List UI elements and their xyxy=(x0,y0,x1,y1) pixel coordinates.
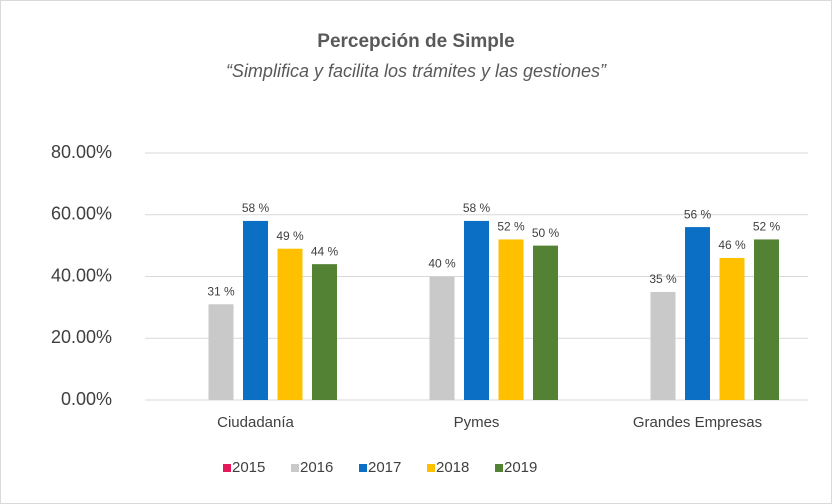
bar xyxy=(243,220,268,400)
legend-label: 2016 xyxy=(300,459,333,476)
data-label: 58 % xyxy=(242,201,270,215)
data-label: 35 % xyxy=(649,272,677,286)
data-label: 49 % xyxy=(276,229,304,243)
data-label: 52 % xyxy=(497,220,525,234)
data-label: 44 % xyxy=(311,244,339,258)
data-label: 46 % xyxy=(718,238,746,252)
legend-swatch xyxy=(495,464,503,472)
y-tick-label: 20.00% xyxy=(51,327,112,347)
bar xyxy=(464,220,489,400)
legend-swatch xyxy=(291,464,299,472)
bar xyxy=(429,276,455,400)
y-tick-label: 0.00% xyxy=(61,389,112,409)
legend-label: 2015 xyxy=(232,459,265,476)
y-tick-label: 60.00% xyxy=(51,204,112,224)
y-tick-label: 80.00% xyxy=(51,142,112,162)
bar xyxy=(650,291,676,400)
legend-swatch xyxy=(359,464,367,472)
bar xyxy=(208,304,234,400)
bar xyxy=(498,239,524,400)
bar xyxy=(277,248,303,400)
legend-swatch xyxy=(427,464,435,472)
x-tick-label: Ciudadanía xyxy=(217,414,294,431)
data-label: 31 % xyxy=(207,284,235,298)
legend-swatch xyxy=(223,464,231,472)
bar xyxy=(685,227,710,400)
data-label: 52 % xyxy=(753,220,781,234)
chart-subtitle: “Simplifica y facilita los trámites y la… xyxy=(226,61,607,81)
legend-label: 2018 xyxy=(436,459,469,476)
legend-label: 2017 xyxy=(368,459,401,476)
bar xyxy=(533,245,558,400)
data-label: 58 % xyxy=(463,201,491,215)
bar xyxy=(754,239,779,400)
x-tick-label: Grandes Empresas xyxy=(633,414,762,431)
chart-title: Percepción de Simple xyxy=(317,31,514,52)
bar xyxy=(312,264,337,400)
data-label: 50 % xyxy=(532,226,560,240)
data-label: 40 % xyxy=(428,257,456,271)
data-label: 56 % xyxy=(684,207,712,221)
bar xyxy=(719,257,745,400)
x-tick-label: Pymes xyxy=(454,414,500,431)
y-tick-label: 40.00% xyxy=(51,265,112,285)
legend-label: 2019 xyxy=(504,459,537,476)
